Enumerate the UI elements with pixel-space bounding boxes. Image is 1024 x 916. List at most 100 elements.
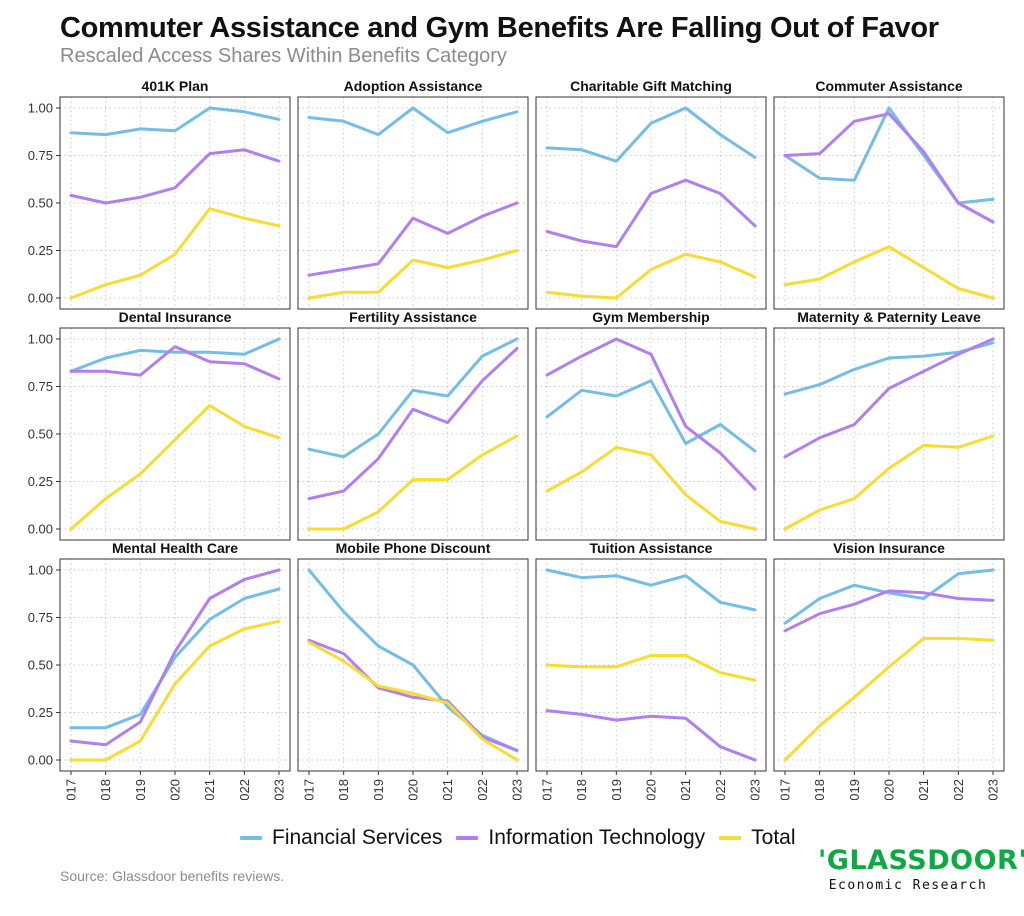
panel-title-adoption-assistance: Adoption Assistance — [344, 78, 483, 94]
series-line-total — [69, 619, 281, 762]
series-line-total — [307, 249, 519, 300]
legend-item-information-technology: Information Technology — [456, 826, 705, 850]
x-tick-label: 2021 — [440, 779, 455, 800]
series-line-financial-services — [783, 568, 995, 625]
logo-wordmark: 'GLASSDOOR' — [818, 845, 1024, 876]
panel-title-mobile-phone-discount: Mobile Phone Discount — [336, 540, 491, 556]
panel-frame — [773, 96, 1005, 310]
series-line-information-technology — [69, 568, 281, 747]
legend-label-financial-services: Financial Services — [272, 826, 443, 849]
chart-subtitle: Rescaled Access Shares Within Benefits C… — [60, 45, 507, 67]
panel-mental-health-care: Mental Health Care 0.00 0.25 0.50 0.75 1.00 20… — [28, 540, 291, 800]
legend-swatch-information-technology — [456, 836, 479, 840]
series-line-information-technology — [783, 337, 995, 459]
series-line-financial-services — [69, 106, 281, 137]
x-tick-label: 2019 — [847, 779, 862, 800]
y-tick-label: 0.25 — [28, 705, 53, 720]
series-line-information-technology — [545, 178, 757, 249]
panel-401k-plan: 401K Plan 0.00 0.25 0.50 0.75 1.00 — [28, 78, 291, 310]
y-tick-label: 0.75 — [28, 148, 53, 163]
series-line-total — [783, 434, 995, 531]
series-line-financial-services — [783, 341, 995, 396]
series-line-information-technology — [783, 589, 995, 633]
x-tick-label: 2019 — [609, 779, 624, 800]
y-tick-label: 0.00 — [28, 522, 53, 537]
y-tick-label: 0.25 — [28, 474, 53, 489]
y-tick-label: 1.00 — [28, 101, 53, 116]
panel-title-mental-health-care: Mental Health Care — [112, 540, 238, 556]
x-tick-label: 2023 — [986, 779, 1001, 800]
panel-frame — [297, 96, 529, 310]
series-line-financial-services — [545, 379, 757, 453]
x-tick-label: 2022 — [713, 779, 728, 800]
legend-swatch-total — [719, 836, 742, 840]
x-tick-label: 2017 — [778, 779, 793, 800]
x-tick-label: 2023 — [748, 779, 763, 800]
panel-dental-insurance: Dental Insurance 0.00 0.25 0.50 0.75 1.00 — [28, 309, 291, 541]
series-line-total — [545, 252, 757, 300]
x-tick-label: 2020 — [644, 779, 659, 800]
x-tick-label: 2020 — [406, 779, 421, 800]
x-tick-label: 2021 — [916, 779, 931, 800]
series-line-total — [545, 654, 757, 682]
y-tick-label: 0.00 — [28, 291, 53, 306]
y-tick-label: 0.75 — [28, 379, 53, 394]
panel-title-charitable-gift-matching: Charitable Gift Matching — [570, 78, 732, 94]
series-line-information-technology — [545, 709, 757, 762]
panel-title-vision-insurance: Vision Insurance — [833, 540, 945, 556]
panel-vision-insurance: Vision Insurance 2017 2018 2019 2020 2021 2022… — [773, 540, 1005, 800]
x-tick-label: 2017 — [540, 779, 555, 800]
panel-frame — [535, 327, 767, 541]
legend-item-financial-services: Financial Services — [240, 826, 442, 850]
y-tick-label: 1.00 — [28, 332, 53, 347]
y-tick-label: 0.50 — [28, 658, 53, 673]
x-tick-label: 2018 — [812, 779, 827, 800]
series-line-total — [69, 404, 281, 531]
series-line-total — [783, 245, 995, 300]
panel-title-401k-plan: 401K Plan — [142, 78, 209, 94]
panel-title-maternity-and-paternity-leave: Maternity & Paternity Leave — [797, 309, 981, 325]
series-line-information-technology — [69, 345, 281, 381]
x-tick-label: 2017 — [302, 779, 317, 800]
series-line-total — [307, 640, 519, 762]
small-multiples-chart: 401K Plan 0.00 0.25 0.50 0.75 1.00 Adoption As… — [28, 78, 1005, 800]
panel-frame — [773, 327, 1005, 541]
series-line-information-technology — [307, 201, 519, 277]
x-tick-label: 2017 — [64, 779, 79, 800]
y-tick-label: 0.50 — [28, 427, 53, 442]
legend-item-total: Total — [719, 826, 796, 850]
legend-label-total: Total — [751, 826, 796, 849]
series-line-information-technology — [783, 112, 995, 224]
panel-frame — [535, 96, 767, 310]
series-line-financial-services — [69, 587, 281, 730]
logo-subtitle: Economic Research — [828, 878, 988, 893]
x-tick-label: 2022 — [475, 779, 490, 800]
legend-swatch-financial-services — [240, 836, 262, 840]
y-tick-label: 1.00 — [28, 563, 53, 578]
glassdoor-logo: 'GLASSDOOR' Economic Research — [818, 845, 1024, 894]
x-tick-label: 2021 — [678, 779, 693, 800]
x-tick-label: 2018 — [574, 779, 589, 800]
series-line-total — [69, 207, 281, 300]
panel-frame — [297, 327, 529, 541]
series-line-financial-services — [69, 337, 281, 373]
x-tick-label: 2022 — [951, 779, 966, 800]
y-tick-label: 0.75 — [28, 610, 53, 625]
panel-tuition-assistance: Tuition Assistance 2017 2018 2019 2020 2021 20… — [535, 540, 767, 800]
y-tick-label: 0.50 — [28, 196, 53, 211]
x-tick-label: 2023 — [272, 779, 287, 800]
x-tick-label: 2020 — [168, 779, 183, 800]
panel-mobile-phone-discount: Mobile Phone Discount 2017 2018 2019 2020 202… — [297, 540, 529, 800]
panel-maternity-and-paternity-leave: Maternity & Paternity Leave — [773, 309, 1005, 541]
x-tick-label: 2018 — [98, 779, 113, 800]
panel-commuter-assistance: Commuter Assistance — [773, 78, 1005, 310]
series-line-total — [307, 434, 519, 531]
x-tick-label: 2019 — [133, 779, 148, 800]
series-line-total — [545, 445, 757, 531]
series-line-information-technology — [307, 347, 519, 501]
panel-gym-membership: Gym Membership — [535, 309, 767, 541]
panel-title-commuter-assistance: Commuter Assistance — [815, 78, 963, 94]
y-tick-label: 0.00 — [28, 753, 53, 768]
series-line-financial-services — [545, 568, 757, 612]
legend-label-information-technology: Information Technology — [488, 826, 706, 849]
